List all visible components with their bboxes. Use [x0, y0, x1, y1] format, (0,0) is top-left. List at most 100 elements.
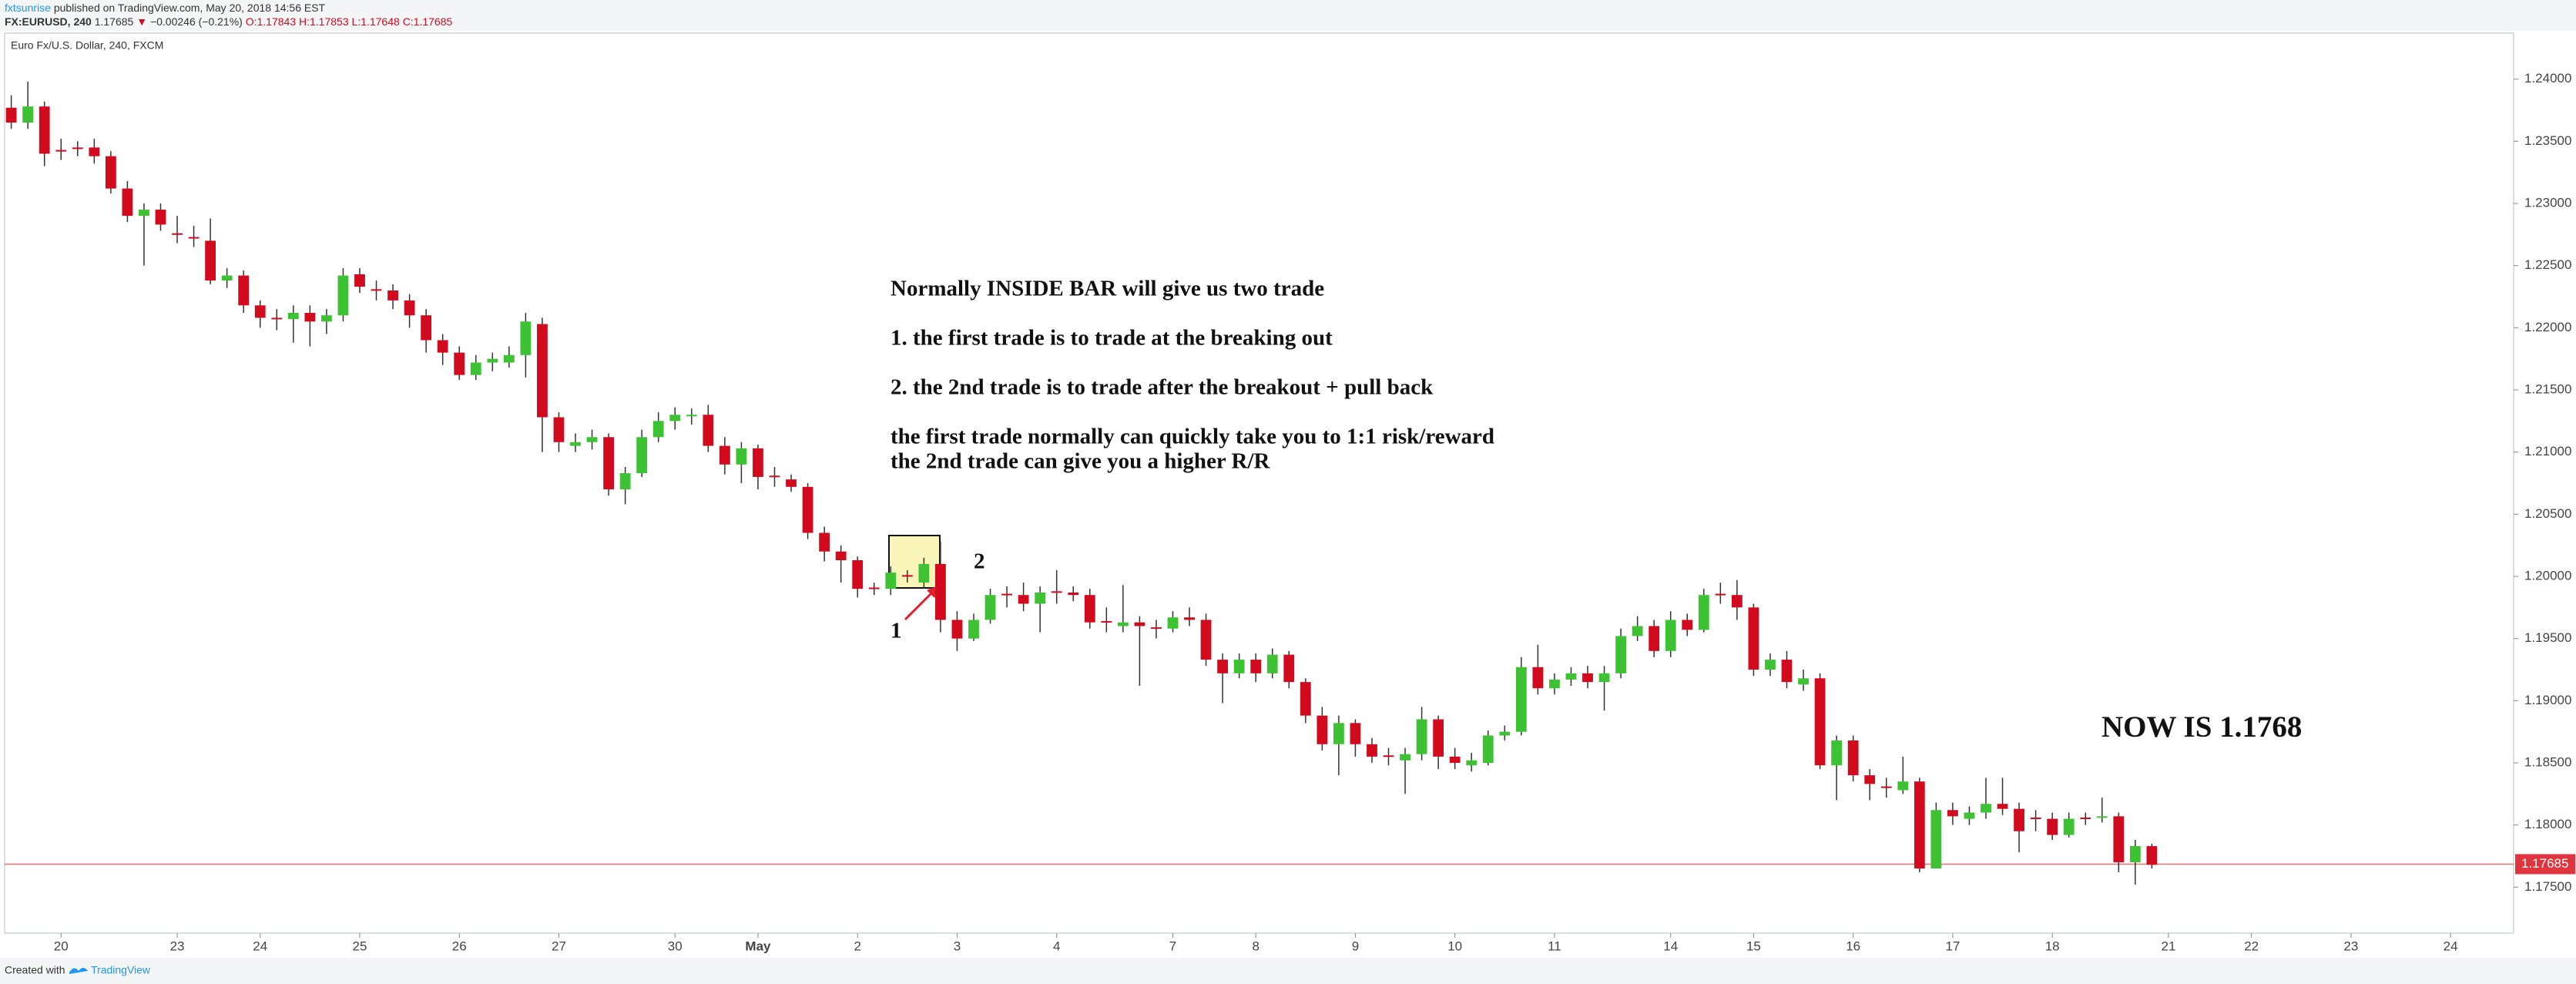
y-tick-label: 1.20000 [2524, 568, 2571, 583]
candle-body [1565, 673, 1577, 680]
candle-body [2129, 846, 2141, 863]
candle-body [1400, 754, 1410, 761]
x-tick-label: May [745, 939, 771, 953]
candle-body [421, 315, 432, 341]
candle-body [1250, 660, 1262, 673]
candle-body [769, 475, 780, 478]
logo [69, 968, 88, 974]
candle-body [105, 156, 116, 189]
candle-body [1615, 636, 1626, 673]
y-tick-label: 1.21000 [2524, 444, 2571, 458]
last-price-label: 1.17685 [2521, 856, 2568, 871]
candle-body [304, 312, 316, 322]
x-tick-label: 21 [2161, 939, 2175, 953]
candle-body [1117, 622, 1129, 626]
candle-body [1217, 660, 1229, 673]
header: fxtsunrise published on TradingView.com,… [5, 2, 326, 14]
candle-body [1018, 595, 1029, 604]
candle-body [1333, 723, 1344, 744]
candle-body [1300, 682, 1311, 716]
candle-body [669, 415, 681, 421]
candle-body [1914, 781, 1925, 869]
candle-body [221, 275, 233, 281]
x-tick-label: 17 [1945, 939, 1960, 953]
y-tick-label: 1.20500 [2524, 506, 2571, 521]
candle-body [287, 312, 299, 320]
candle-body [371, 289, 382, 291]
x-tick-label: 7 [1169, 939, 1176, 953]
candle-body [1449, 756, 1461, 763]
candle-body [553, 417, 565, 442]
candle-body [1167, 617, 1179, 629]
candle-body [537, 324, 548, 418]
y-tick-label: 1.22500 [2524, 257, 2571, 272]
change: −0.00246 (−0.21%) [150, 15, 243, 28]
x-tick-label: 25 [353, 939, 367, 953]
candle-body [2047, 818, 2058, 835]
x-tick-label: 14 [1663, 939, 1678, 953]
x-tick-label: 22 [2244, 939, 2259, 953]
note-line: the first trade normally can quickly tak… [891, 425, 1494, 449]
y-tick-label: 1.23000 [2524, 196, 2571, 210]
brand[interactable]: TradingView [91, 964, 151, 976]
created-with: Created with [5, 964, 65, 976]
candle-body [819, 532, 830, 552]
candle-body [1649, 626, 1660, 651]
candle-body [1200, 620, 1212, 660]
candle-body [2146, 846, 2158, 865]
candle-body [205, 240, 216, 281]
candle-body [1317, 715, 1328, 744]
candle-body [984, 595, 996, 620]
footer-bar [0, 958, 2576, 984]
candle-body [1266, 654, 1278, 673]
candle-body [1515, 667, 1527, 732]
label-2: 2 [974, 549, 985, 574]
candle-body [1947, 810, 1958, 817]
candle-body [55, 149, 67, 152]
candle-body [122, 188, 133, 217]
last: 1.17685 [95, 15, 134, 28]
candle-body [1847, 740, 1859, 776]
candle-body [1781, 660, 1793, 683]
x-tick-label: 20 [54, 939, 69, 953]
candle-body [1897, 781, 1909, 791]
candle-body [652, 421, 664, 438]
candle-body [852, 560, 864, 589]
candle-body [1035, 592, 1046, 604]
candle-body [387, 290, 398, 301]
low: L:1.17648 [352, 15, 400, 28]
candle-body [1765, 660, 1776, 670]
candle-body [1831, 740, 1843, 766]
candle-body [1731, 595, 1742, 608]
candle-body [570, 442, 581, 446]
candle-body [1930, 810, 1942, 869]
candle-body [1665, 620, 1676, 651]
candle-body [868, 587, 880, 589]
candle-body [139, 210, 149, 217]
x-tick-label: 10 [1447, 939, 1462, 953]
annotations: Normally INSIDE BAR will give us two tra… [891, 277, 2302, 744]
candle-body [885, 573, 897, 589]
note-line: the 2nd trade can give you a higher R/R [891, 449, 1271, 474]
candle-body [1367, 744, 1377, 757]
candle-body [321, 315, 332, 322]
candle-body [1184, 617, 1195, 620]
candle-body [487, 358, 498, 363]
candle-body [5, 107, 17, 123]
candle-body [2096, 816, 2108, 818]
candle-body [1466, 760, 1478, 766]
candle-body [703, 415, 714, 446]
x-tick-label: 9 [1352, 939, 1359, 953]
candle-body [404, 300, 415, 316]
candle-body [835, 551, 847, 561]
candle-body [1101, 621, 1112, 623]
y-tick-label: 1.24000 [2524, 71, 2571, 86]
x-tick-label: 11 [1548, 939, 1561, 953]
candle-body [188, 237, 200, 239]
candle-body [586, 437, 598, 442]
candle-body [1798, 678, 1809, 685]
author[interactable]: fxtsunrise [5, 2, 51, 14]
candle-body [1416, 719, 1427, 754]
candle-body [1748, 607, 1759, 670]
high: H:1.17853 [299, 15, 349, 28]
